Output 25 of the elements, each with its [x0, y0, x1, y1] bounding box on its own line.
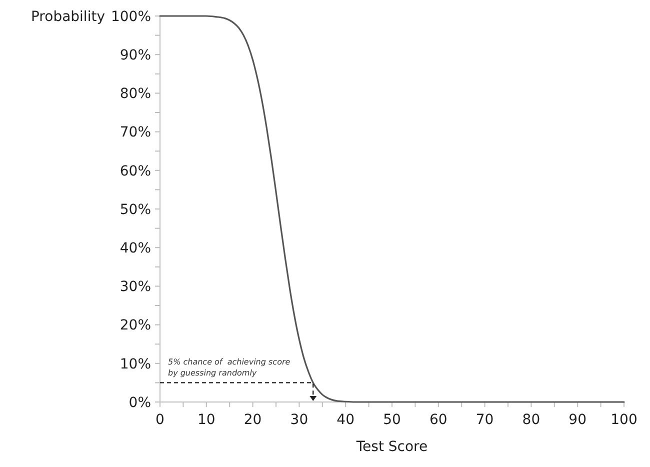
- y-tick-label: 70%: [120, 124, 151, 141]
- y-tick-label: 0%: [128, 394, 151, 411]
- x-tick-label: 30: [290, 412, 308, 428]
- y-tick-label: 80%: [120, 86, 151, 102]
- x-tick-label: 20: [244, 412, 262, 428]
- y-axis-title: Probability: [30, 8, 105, 25]
- y-tick-label: 10%: [120, 356, 151, 372]
- y-tick-label: 90%: [120, 48, 151, 64]
- annotation: 5% chance of achieving score by guessing randomly: [168, 358, 290, 378]
- y-tick-label: 40%: [120, 240, 151, 256]
- y-tick-label: 100%: [110, 8, 151, 25]
- y-tick-label: 60%: [120, 163, 151, 180]
- x-axis-title: Test Score: [355, 439, 428, 455]
- y-tick-label: 30%: [120, 279, 151, 296]
- x-tick-label: 80: [522, 412, 540, 428]
- x-tick-label: 100: [610, 412, 638, 428]
- y-tick-label: 50%: [120, 202, 151, 218]
- x-tick-label: 10: [197, 412, 216, 428]
- y-tick-label: 20%: [120, 318, 151, 334]
- x-tick-label: 60: [429, 412, 448, 428]
- x-tick-label: 70: [476, 412, 494, 428]
- x-tick-label: 40: [336, 412, 355, 428]
- x-tick-label: 90: [568, 412, 587, 428]
- x-tick-label: 50: [383, 412, 401, 428]
- x-tick-label: 0: [156, 412, 164, 428]
